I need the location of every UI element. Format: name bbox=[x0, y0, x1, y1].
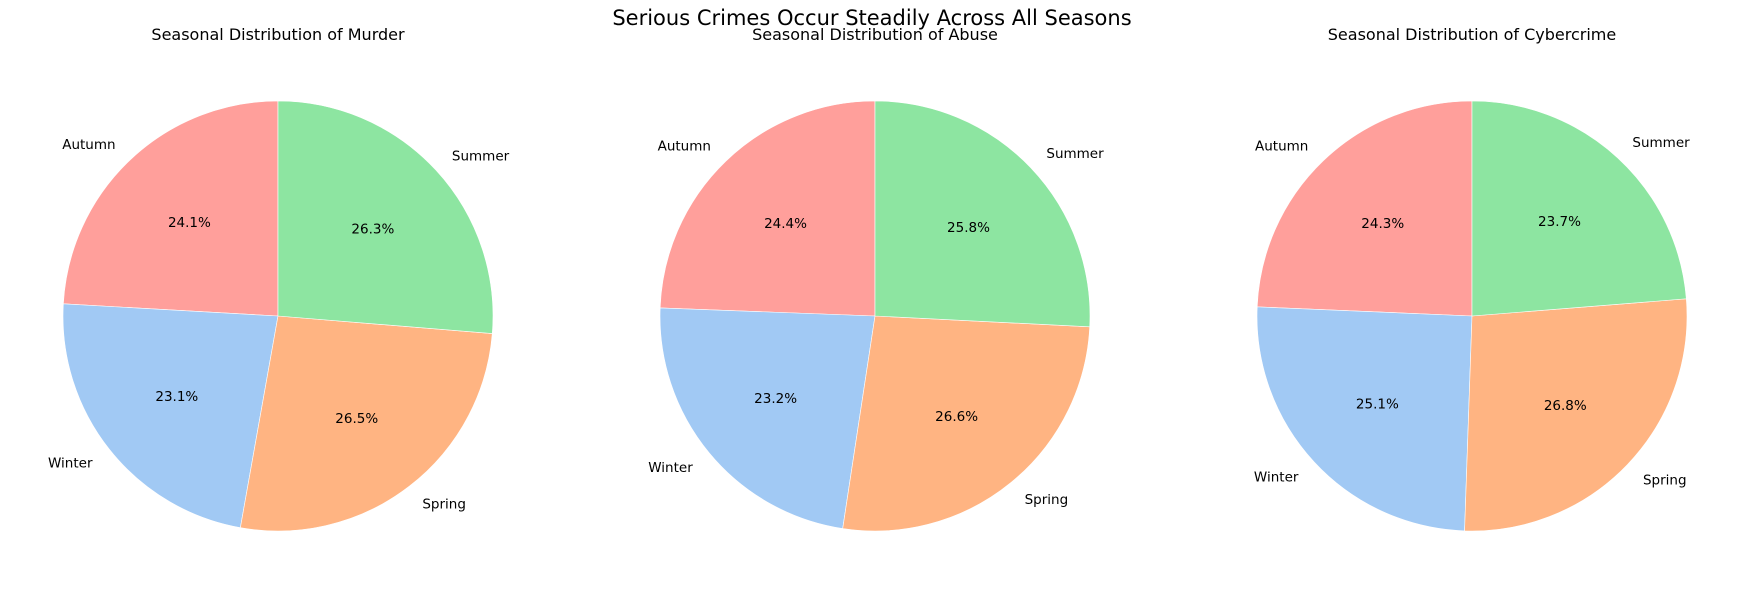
slice-label-summer: Summer bbox=[452, 149, 510, 165]
pie-slice-spring bbox=[1464, 298, 1688, 532]
pie-title: Seasonal Distribution of Abuse bbox=[752, 25, 998, 44]
pie-chart-1: Seasonal Distribution of Murder Autumn 24.… bbox=[48, 25, 510, 532]
pie-slice-summer bbox=[874, 100, 1091, 328]
slice-percent-spring: 26.5% bbox=[335, 411, 378, 427]
pie-slice-autumn bbox=[63, 100, 279, 317]
pie-slice-summer bbox=[277, 100, 494, 334]
pie-title: Seasonal Distribution of Cybercrime bbox=[1328, 25, 1616, 44]
slice-label-winter: Winter bbox=[1254, 470, 1299, 486]
slice-label-summer: Summer bbox=[1046, 146, 1104, 162]
slice-percent-spring: 26.8% bbox=[1544, 398, 1587, 414]
pie-slice-summer bbox=[1471, 100, 1687, 317]
pie-slice-spring bbox=[240, 315, 493, 532]
slice-percent-winter: 25.1% bbox=[1356, 397, 1399, 413]
pie-slice-winter bbox=[1256, 306, 1473, 532]
pie-slice-winter bbox=[659, 307, 876, 529]
pie-chart-2: Seasonal Distribution of Abuse Autumn 24.4… bbox=[648, 25, 1104, 532]
slice-percent-autumn: 24.1% bbox=[168, 215, 211, 231]
figure-suptitle: Serious Crimes Occur Steadily Across All… bbox=[612, 6, 1131, 30]
pie-title: Seasonal Distribution of Murder bbox=[151, 25, 405, 44]
pie-charts-group: Seasonal Distribution of Murder Autumn 24.… bbox=[48, 25, 1690, 532]
pie-slice-spring bbox=[842, 315, 1091, 532]
slice-percent-summer: 23.7% bbox=[1538, 214, 1581, 230]
slice-label-winter: Winter bbox=[648, 460, 693, 476]
slice-percent-winter: 23.2% bbox=[754, 391, 797, 407]
slice-percent-summer: 25.8% bbox=[947, 220, 990, 236]
pie-slice-autumn bbox=[1256, 100, 1473, 317]
slice-label-spring: Spring bbox=[422, 496, 466, 512]
pie-slice-autumn bbox=[659, 100, 876, 317]
slice-percent-autumn: 24.4% bbox=[764, 216, 807, 232]
slice-label-autumn: Autumn bbox=[1255, 138, 1308, 154]
slice-percent-autumn: 24.3% bbox=[1361, 216, 1404, 232]
slice-label-spring: Spring bbox=[1025, 492, 1069, 508]
slice-percent-summer: 26.3% bbox=[351, 222, 394, 238]
pie-slice-winter bbox=[62, 303, 279, 529]
slice-label-spring: Spring bbox=[1643, 472, 1687, 488]
slice-percent-winter: 23.1% bbox=[155, 389, 198, 405]
slice-label-summer: Summer bbox=[1632, 135, 1690, 151]
slice-label-winter: Winter bbox=[48, 456, 93, 472]
slice-label-autumn: Autumn bbox=[62, 137, 115, 153]
slice-percent-spring: 26.6% bbox=[935, 409, 978, 425]
slice-label-autumn: Autumn bbox=[658, 139, 711, 155]
pie-chart-3: Seasonal Distribution of Cybercrime Autum… bbox=[1254, 25, 1690, 532]
